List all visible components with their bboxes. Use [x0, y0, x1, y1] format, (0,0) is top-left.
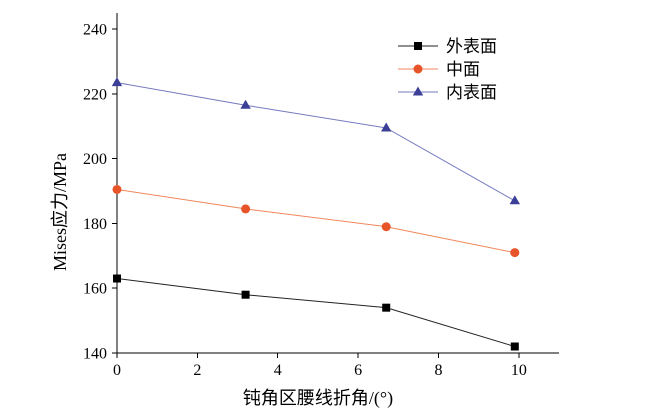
- x-tick-label: 4: [274, 362, 282, 379]
- axes: 0 2 4 6 8 10 140 160 180 200 220 240: [83, 13, 559, 379]
- series-1-point-0: [112, 184, 122, 194]
- series-0-point-3: [510, 342, 519, 351]
- series-2-line: [116, 82, 516, 202]
- legend-marker: [413, 64, 423, 74]
- legend-item: 外表面: [398, 37, 497, 56]
- series-0-point-0: [113, 274, 121, 283]
- series-1-line: [116, 188, 515, 254]
- series-0-line: [116, 278, 515, 348]
- legend-item: 内表面: [398, 83, 497, 102]
- x-axis-title: 钝角区腰线折角/(°): [243, 388, 393, 409]
- legend-label: 中面: [446, 60, 480, 79]
- y-tick-label: 140: [83, 346, 107, 363]
- series-0-point-1: [241, 290, 250, 299]
- x-tick-label: 2: [193, 362, 201, 379]
- x-tick-label: 8: [434, 362, 442, 379]
- x-tick-label: 0: [113, 362, 121, 379]
- legend-marker: [414, 42, 422, 50]
- legend-item: 中面: [398, 60, 480, 79]
- legend-label: 内表面: [446, 83, 497, 102]
- y-axis-title: Mises应力/MPa: [50, 153, 70, 271]
- legend-label: 外表面: [446, 37, 497, 56]
- series-0-point-2: [382, 303, 391, 312]
- y-tick-label: 180: [83, 216, 107, 233]
- y-tick-label: 220: [83, 86, 107, 103]
- series-2-point-0: [111, 77, 123, 87]
- legend-marker: [412, 86, 424, 96]
- series-group: [111, 77, 520, 351]
- series-2-point-2: [381, 122, 392, 132]
- series-1-point-3: [510, 248, 520, 258]
- y-tick-label: 160: [83, 281, 107, 298]
- y-tick-label: 200: [83, 151, 107, 168]
- series-2-point-1: [240, 99, 251, 109]
- series-1-point-1: [241, 204, 251, 214]
- series-1-point-2: [381, 222, 391, 232]
- y-tick-label: 240: [83, 22, 107, 39]
- x-tick-label: 10: [511, 362, 527, 379]
- series-2-point-3: [509, 195, 520, 205]
- x-tick-label: 6: [354, 362, 362, 379]
